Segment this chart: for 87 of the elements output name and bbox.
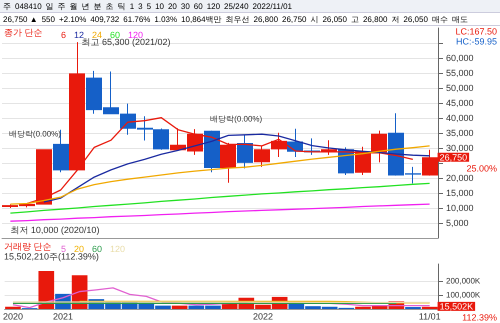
text: 120 [206, 2, 220, 10]
text: 틱 [118, 0, 126, 12]
text: 25/240 [224, 2, 249, 10]
text: 1 [130, 2, 134, 10]
text: +2.10% [58, 14, 86, 24]
y-tick-label: 35,000 [446, 128, 474, 138]
text: 30 [180, 2, 190, 10]
text: 26,750 [282, 14, 306, 24]
y-tick-label: 30,000 [446, 143, 474, 153]
text: 시 [310, 14, 318, 24]
text: 고 [350, 14, 359, 24]
text: 1.03% [154, 14, 178, 24]
text: 5 [61, 244, 66, 254]
text: 112.39% [462, 312, 498, 322]
x-tick-label: 2020 [2, 312, 23, 322]
text: 26,750 ▲ [3, 14, 38, 24]
annotation: 15,502K [440, 301, 474, 312]
y-tick-label: 200,000K [446, 276, 481, 286]
text: 3 [138, 2, 143, 10]
text: 10,864백만 [181, 14, 222, 24]
y-tick-label: 15,000 [446, 188, 474, 198]
candlestick [204, 130, 220, 173]
text: 20 [74, 244, 84, 254]
line-series [10, 203, 430, 222]
line-series [10, 182, 430, 214]
text: 409,732 [90, 14, 120, 24]
text: 저 [391, 14, 400, 24]
text: 5 [146, 2, 152, 10]
y-tick-label: 45,000 [446, 98, 474, 108]
x-tick-label: 2021 [52, 312, 73, 322]
x-tick-label: 2022 [252, 312, 273, 322]
text: 120 [110, 244, 126, 254]
annotation: 최고 65,300 (2021/02) [81, 37, 171, 48]
bar [172, 306, 188, 309]
text: 048410 [15, 2, 42, 10]
annotation: 배당락(0.00%) [210, 114, 262, 124]
text: 26,050 [403, 14, 428, 24]
candlestick [254, 145, 270, 168]
text: 24 [92, 30, 102, 40]
text: 60 [110, 30, 120, 40]
text: 분 [94, 0, 102, 12]
text: 월 [70, 0, 78, 12]
text: 최우선 [226, 14, 250, 24]
text: HC:-59.95 [456, 36, 498, 46]
candlestick [237, 134, 253, 169]
text: 26,050 [322, 14, 347, 24]
text: 초 [106, 0, 114, 12]
y-tick-label: 20,000 [446, 173, 474, 183]
text: 26,800 [362, 14, 388, 24]
text: 550 [42, 14, 55, 24]
y-tick-label: 5,000 [446, 218, 469, 228]
text: 2022/11/01 [252, 2, 292, 10]
text: 6 [61, 30, 66, 40]
legend-title: 종가 단순 [4, 28, 43, 38]
chart-subtitle: 15,502,210주(112.39%) [4, 252, 99, 262]
text: 20 [168, 2, 177, 10]
text: 주 [3, 0, 11, 12]
line-series [10, 145, 430, 205]
text: 120 [128, 30, 144, 40]
y-tick-label: 100,000K [446, 290, 481, 300]
text: 10 [155, 2, 164, 10]
y-tick-label: 10,000 [446, 203, 474, 213]
text: 매도 [452, 14, 468, 24]
text: 년 [82, 0, 90, 12]
text: 61.76% [123, 14, 150, 24]
text: 주 [58, 0, 66, 12]
candlestick [355, 146, 371, 176]
y-tick-label: 50,000 [446, 83, 474, 93]
text: 60 [194, 2, 203, 10]
text: LC:167.50 [455, 26, 498, 36]
candlestick [220, 142, 236, 184]
text: 12 [74, 30, 84, 40]
text: 일 [46, 0, 54, 12]
text: 매수 [432, 14, 448, 24]
text: 60 [92, 244, 102, 254]
x-tick-label: 11/01 [418, 312, 441, 322]
annotation: 26,750 [440, 152, 468, 162]
legend-title: 거래량 단순 [4, 242, 52, 252]
y-tick-label: 40,000 [446, 113, 474, 123]
annotation: 최저 10,000 (2020/10) [10, 225, 100, 235]
text: 26,800 [254, 14, 278, 24]
y-tick-label: 55,000 [446, 68, 474, 78]
candlestick [271, 132, 287, 158]
bar [38, 271, 54, 309]
y-tick-label: 60,000 [446, 53, 474, 63]
text: 25.00% [466, 163, 498, 174]
candlestick [371, 130, 387, 163]
